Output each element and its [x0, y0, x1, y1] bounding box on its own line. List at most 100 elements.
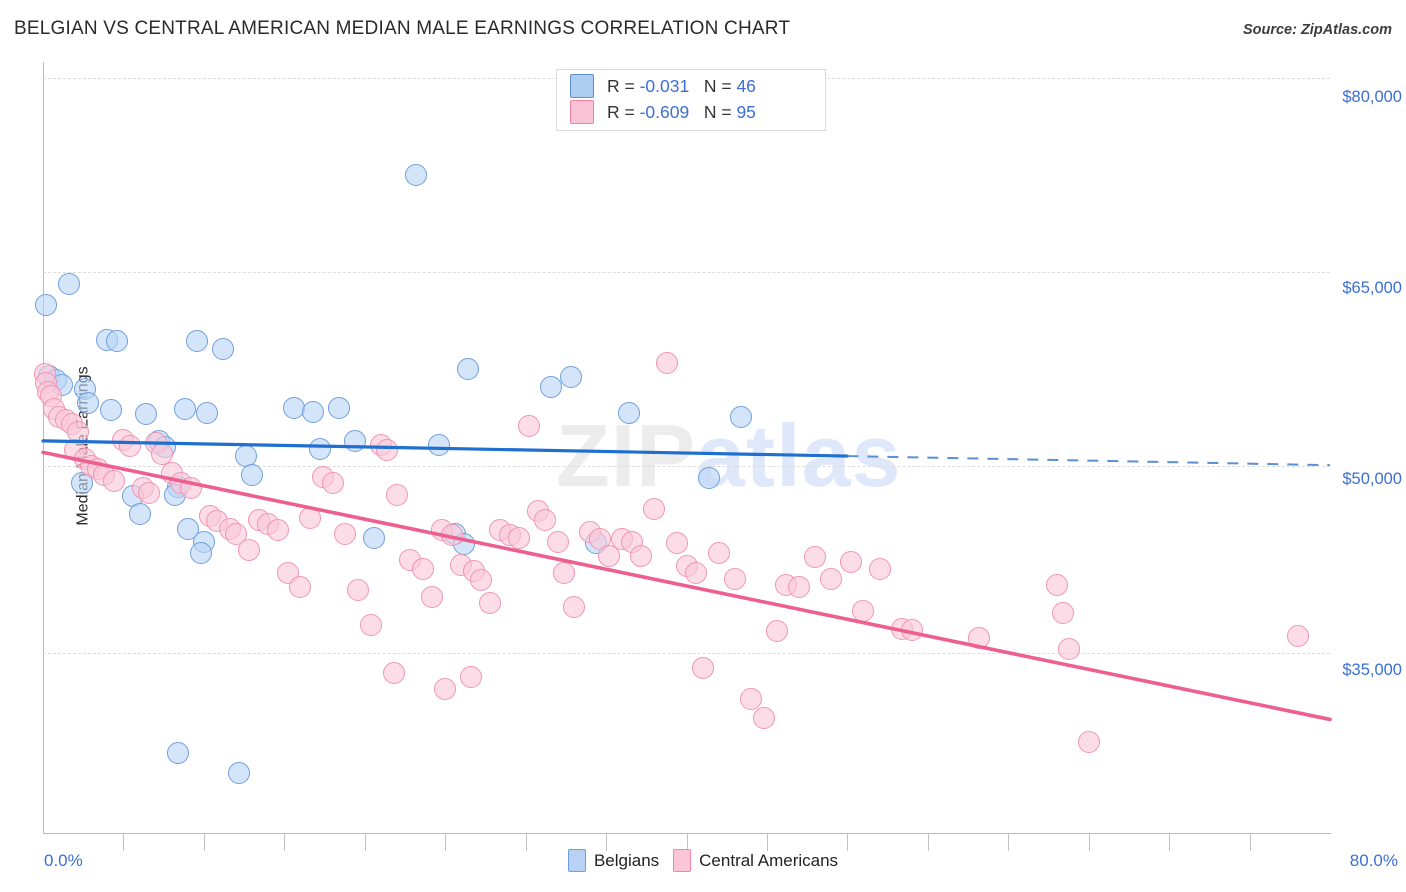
- page-title: BELGIAN VS CENTRAL AMERICAN MEDIAN MALE …: [14, 18, 791, 39]
- scatter-point-central-americans: [289, 575, 312, 598]
- x-axis-tick: [847, 833, 849, 851]
- y-tick-label-1: $65,000: [1342, 279, 1402, 297]
- scatter-point-belgians: [186, 330, 209, 353]
- scatter-point-central-americans: [321, 472, 344, 495]
- scatter-point-belgians: [134, 403, 157, 426]
- x-axis-tick: [686, 833, 688, 851]
- central-americans-r-value: -0.609: [639, 101, 690, 122]
- scatter-point-central-americans: [334, 523, 357, 546]
- scatter-point-belgians: [167, 741, 190, 764]
- x-axis-max-label: 80.0%: [1349, 851, 1398, 870]
- y-tick-label-2: $50,000: [1342, 470, 1402, 488]
- scatter-point-central-americans: [804, 546, 827, 569]
- scatter-point-central-americans: [546, 530, 569, 553]
- scatter-point-belgians: [698, 466, 721, 489]
- legend-label-central-americans: Central Americans: [699, 850, 839, 870]
- x-axis-tick: [1169, 833, 1171, 851]
- scatter-point-central-americans: [900, 619, 923, 641]
- scatter-point-central-americans: [479, 592, 502, 615]
- legend-swatch-central-americans: [570, 100, 594, 124]
- scatter-point-central-americans: [376, 438, 399, 461]
- central-americans-r-label: R =: [607, 101, 635, 122]
- legend-item-belgians[interactable]: Belgians: [567, 849, 660, 872]
- scatter-point-central-americans: [434, 677, 457, 700]
- scatter-point-central-americans: [968, 626, 991, 649]
- scatter-point-belgians: [106, 330, 128, 353]
- x-axis-tick: [284, 833, 286, 851]
- x-axis-tick: [364, 833, 366, 851]
- plot-area: [33, 62, 1330, 834]
- scatter-point-belgians: [189, 542, 212, 565]
- scatter-point-central-americans: [533, 509, 556, 532]
- scatter-point-belgians: [363, 527, 386, 549]
- scatter-point-central-americans: [562, 596, 585, 618]
- scatter-point-central-americans: [691, 657, 714, 680]
- scatter-point-belgians: [730, 405, 753, 428]
- scatter-point-central-americans: [707, 542, 730, 565]
- scatter-point-belgians: [540, 376, 563, 399]
- scatter-point-central-americans: [138, 482, 161, 505]
- scatter-point-belgians: [456, 358, 479, 381]
- central-americans-n-label: N =: [703, 101, 732, 122]
- belgians-n-label: N =: [703, 75, 732, 96]
- gridline-50000: [43, 466, 1330, 467]
- belgians-n-value: 46: [736, 75, 756, 96]
- scatter-point-central-americans: [266, 519, 289, 542]
- scatter-point-central-americans: [118, 435, 141, 457]
- belgians-r-label: R =: [607, 75, 635, 96]
- scatter-point-belgians: [559, 366, 582, 388]
- scatter-point-central-americans: [1286, 625, 1309, 648]
- legend-label-belgians: Belgians: [593, 850, 660, 870]
- gridline-35000: [43, 653, 1330, 654]
- scatter-point-central-americans: [517, 414, 540, 437]
- x-axis-tick: [123, 833, 125, 851]
- scatter-point-belgians: [35, 294, 58, 317]
- stats-legend-row-central-americans: R = -0.609 N = 95: [570, 99, 756, 125]
- x-axis-tick: [606, 833, 608, 851]
- stats-legend-row-belgians: R = -0.031 N = 46: [570, 73, 756, 99]
- scatter-point-central-americans: [656, 351, 679, 374]
- scatter-point-central-americans: [723, 567, 746, 590]
- scatter-point-belgians: [57, 272, 80, 295]
- scatter-point-central-americans: [440, 524, 463, 547]
- stats-central-americans-text: R = -0.609 N = 95: [607, 102, 756, 123]
- scatter-point-central-americans: [553, 561, 576, 584]
- scatter-point-belgians: [77, 391, 100, 414]
- legend-item-central-americans[interactable]: Central Americans: [673, 849, 838, 872]
- correlation-stats-legend: R = -0.031 N = 46 R = -0.609 N = 95: [556, 69, 826, 131]
- scatter-point-central-americans: [665, 532, 688, 555]
- scatter-point-central-americans: [299, 506, 322, 529]
- scatter-point-central-americans: [237, 538, 260, 561]
- source-attribution: Source: ZipAtlas.com: [1242, 22, 1392, 38]
- x-axis-tick: [1088, 833, 1090, 851]
- scatter-point-belgians: [99, 399, 122, 422]
- scatter-point-central-americans: [382, 662, 405, 685]
- x-axis-tick: [203, 833, 205, 851]
- scatter-point-belgians: [128, 502, 151, 525]
- scatter-point-belgians: [228, 762, 251, 785]
- scatter-point-central-americans: [1045, 574, 1068, 597]
- scatter-point-belgians: [344, 429, 367, 452]
- scatter-point-central-americans: [630, 544, 653, 567]
- x-axis-tick: [1008, 833, 1010, 851]
- x-axis-tick: [445, 833, 447, 851]
- scatter-point-central-americans: [1051, 602, 1074, 625]
- scatter-point-central-americans: [852, 599, 875, 622]
- x-axis-tick: [1249, 833, 1251, 851]
- scatter-point-central-americans: [820, 567, 843, 590]
- y-tick-label-0: $80,000: [1342, 88, 1402, 106]
- scatter-point-belgians: [405, 164, 428, 187]
- scatter-point-belgians: [427, 433, 450, 456]
- scatter-point-belgians: [173, 397, 196, 420]
- x-axis-tick: [525, 833, 527, 851]
- scatter-point-central-americans: [411, 557, 434, 580]
- belgians-r-value: -0.031: [639, 75, 690, 96]
- gridline-65000: [43, 272, 1330, 273]
- scatter-point-central-americans: [752, 707, 775, 730]
- legend-swatch-belgians: [570, 74, 594, 98]
- scatter-point-central-americans: [868, 557, 891, 580]
- scatter-point-central-americans: [1077, 731, 1100, 754]
- scatter-point-central-americans: [421, 585, 444, 608]
- scatter-point-central-americans: [1058, 638, 1081, 661]
